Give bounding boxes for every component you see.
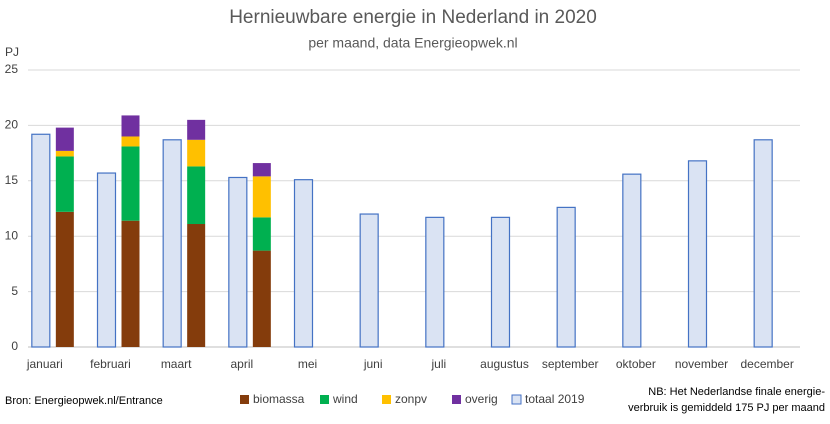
bar: [425, 216, 445, 348]
note: NB: Het Nederlandse finale energie-: [648, 386, 825, 398]
bar: [622, 173, 642, 348]
bar: [293, 179, 314, 348]
bar: [55, 156, 74, 212]
y-tick-label: 25: [5, 62, 19, 76]
y-tick-label: 20: [5, 118, 19, 132]
bar: [121, 136, 140, 147]
legend-swatch: [320, 395, 329, 404]
x-tick-label: februari: [90, 357, 131, 371]
x-tick-label: april: [230, 357, 253, 371]
y-tick-label: 5: [11, 284, 18, 298]
bar: [252, 250, 271, 347]
legend-swatch: [382, 395, 391, 404]
bar: [187, 166, 206, 225]
x-tick-label: december: [740, 357, 793, 371]
legend-label: totaal 2019: [525, 392, 585, 406]
bar: [252, 176, 271, 218]
bar: [187, 119, 206, 140]
legend-swatch: [240, 395, 249, 404]
x-tick-label: juli: [430, 357, 446, 371]
bar: [187, 139, 206, 167]
bar: [55, 150, 74, 157]
bar: [31, 133, 51, 348]
bar: [490, 216, 511, 348]
legend-label: overig: [465, 392, 498, 406]
bar: [121, 146, 140, 221]
x-tick-label: september: [542, 357, 599, 371]
y-axis-label: PJ: [5, 45, 19, 59]
x-tick-label: juni: [363, 357, 383, 371]
bar: [162, 139, 182, 348]
x-tick-label: augustus: [480, 357, 529, 371]
legend-label: wind: [332, 392, 358, 406]
bar: [55, 127, 74, 151]
bar: [96, 172, 117, 348]
bar: [121, 115, 140, 137]
bar: [687, 160, 708, 348]
bar: [556, 206, 576, 348]
chart-title: Hernieuwbare energie in Nederland in 202…: [229, 7, 597, 28]
y-tick-label: 0: [11, 339, 18, 353]
legend-label: biomassa: [253, 392, 305, 406]
bar: [121, 220, 140, 347]
chart-subtitle: per maand, data Energieopwek.nl: [308, 35, 517, 51]
source: Bron: Energieopwek.nl/Entrance: [5, 395, 163, 407]
legend-swatch: [511, 394, 522, 405]
y-tick-label: 10: [5, 228, 19, 242]
bar: [753, 139, 773, 348]
x-tick-label: november: [675, 357, 728, 371]
legend-swatch: [452, 395, 461, 404]
x-tick-label: maart: [161, 357, 192, 371]
bar: [55, 211, 74, 347]
bar: [252, 217, 271, 251]
legend-label: zonpv: [395, 392, 427, 406]
bar: [187, 224, 206, 347]
bar: [252, 163, 271, 177]
y-tick-label: 15: [5, 173, 19, 187]
x-tick-label: januari: [26, 357, 63, 371]
x-tick-label: oktober: [616, 357, 656, 371]
note: verbruik is gemiddeld 175 PJ per maand: [628, 402, 825, 414]
bar: [228, 176, 248, 348]
x-tick-label: mei: [298, 357, 317, 371]
bar: [359, 213, 379, 348]
